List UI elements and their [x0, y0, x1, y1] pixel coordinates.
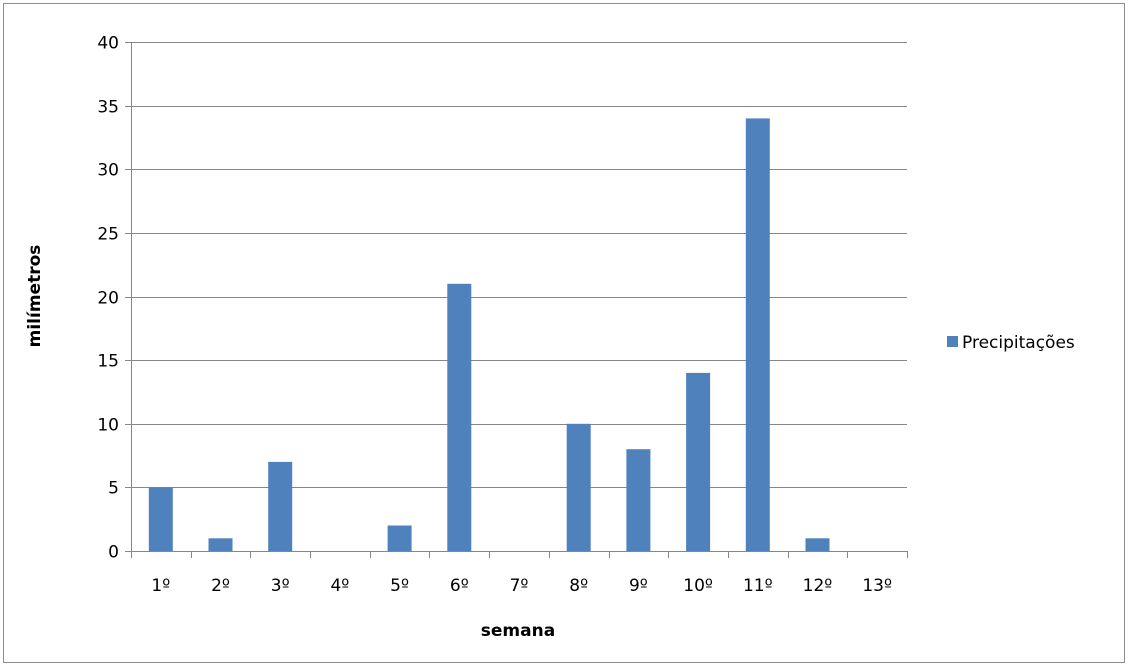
gridlines — [131, 42, 907, 488]
y-tick-label: 5 — [108, 479, 119, 499]
y-tick-label: 10 — [97, 416, 119, 436]
y-tick-label: 20 — [97, 289, 119, 309]
x-tick-label: 4º — [330, 576, 349, 596]
bar — [268, 461, 293, 551]
bar — [745, 118, 770, 552]
x-tick-label: 7º — [510, 576, 529, 596]
legend-swatch — [947, 336, 958, 347]
x-tick-label: 8º — [569, 576, 588, 596]
x-tick-label: 11º — [743, 576, 773, 596]
x-tick-label: 2º — [211, 576, 230, 596]
y-tick-label: 35 — [97, 98, 119, 118]
y-tick-labels: 0 5 10 15 20 25 30 35 40 — [97, 34, 131, 563]
y-tick-label: 15 — [97, 352, 119, 372]
legend: Precipitações — [947, 333, 1075, 353]
x-tick-label: 1º — [151, 576, 170, 596]
x-tick-label: 12º — [803, 576, 833, 596]
x-axis-title: semana — [481, 621, 555, 641]
bar — [686, 372, 711, 551]
axes — [131, 42, 907, 552]
y-tick-label: 40 — [97, 34, 119, 54]
y-tick-label: 25 — [97, 225, 119, 245]
x-tick-label: 6º — [450, 576, 469, 596]
bar — [148, 487, 173, 551]
x-tick-labels: 1º 2º 3º 4º 5º 6º 7º 8º 9º 10º 11º 12º 13º — [131, 551, 908, 596]
bar — [387, 525, 412, 551]
x-tick-label: 13º — [862, 576, 892, 596]
bar — [566, 423, 591, 552]
y-axis-title: milímetros — [25, 245, 45, 348]
y-tick-label: 30 — [97, 161, 119, 181]
bar — [208, 538, 233, 551]
bar — [626, 449, 651, 551]
chart-frame — [3, 3, 1125, 663]
x-tick-label: 3º — [271, 576, 290, 596]
bars — [148, 118, 830, 552]
bar — [447, 283, 472, 551]
x-tick-label: 9º — [629, 576, 648, 596]
y-tick-label: 0 — [108, 543, 119, 563]
legend-label: Precipitações — [962, 333, 1075, 353]
x-tick-label: 10º — [683, 576, 713, 596]
bar — [805, 538, 830, 551]
x-tick-label: 5º — [390, 576, 409, 596]
